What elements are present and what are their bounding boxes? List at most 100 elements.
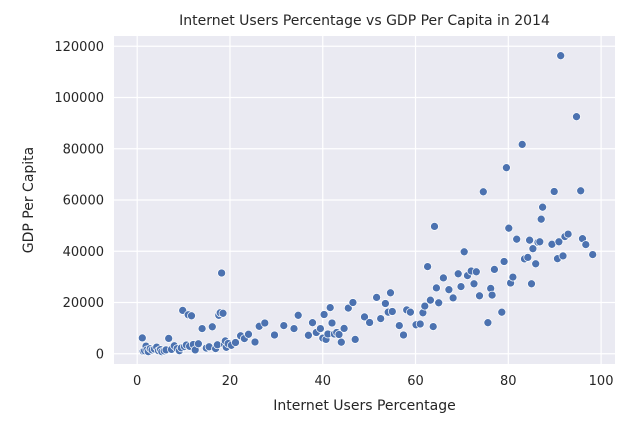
- chart-title: Internet Users Percentage vs GDP Per Cap…: [179, 13, 550, 29]
- data-point: [316, 324, 325, 333]
- y-tick-label: 80000: [63, 142, 104, 157]
- data-point: [137, 333, 147, 343]
- data-point: [572, 112, 581, 122]
- data-point: [406, 307, 415, 317]
- data-point: [308, 318, 317, 328]
- y-axis-title: GDP Per Capita: [21, 147, 37, 253]
- data-point: [336, 337, 346, 347]
- data-point: [563, 229, 573, 239]
- y-tick-label: 0: [96, 347, 104, 362]
- data-point: [218, 308, 228, 318]
- data-point: [487, 290, 497, 300]
- data-point: [483, 318, 493, 328]
- y-axis-ticks: 0 20000 40000 60000 80000 100000 120000: [54, 40, 104, 363]
- x-tick-label: 0: [133, 374, 141, 389]
- data-point: [381, 299, 390, 308]
- data-point: [334, 330, 344, 339]
- x-tick-label: 100: [589, 374, 614, 389]
- data-point: [536, 214, 546, 224]
- data-point: [453, 269, 463, 279]
- data-point: [517, 140, 527, 149]
- data-point: [231, 338, 240, 347]
- data-point: [525, 235, 534, 245]
- data-point: [558, 251, 568, 261]
- data-point: [325, 303, 335, 312]
- data-point: [376, 314, 386, 323]
- data-point: [549, 187, 559, 196]
- data-point: [394, 321, 404, 330]
- data-point: [426, 295, 435, 305]
- data-point: [207, 322, 217, 332]
- data-point: [456, 282, 466, 291]
- data-point: [554, 237, 564, 247]
- data-point: [350, 335, 360, 344]
- data-point: [293, 310, 303, 320]
- data-point: [348, 298, 358, 307]
- data-point: [360, 312, 369, 322]
- data-point: [439, 273, 448, 283]
- data-point: [423, 262, 432, 271]
- data-point: [372, 293, 381, 302]
- data-point: [581, 240, 591, 249]
- data-point: [538, 202, 547, 212]
- data-point: [512, 234, 522, 244]
- data-point: [289, 324, 299, 333]
- data-point: [448, 293, 458, 303]
- data-point: [279, 321, 289, 330]
- x-tick-label: 80: [500, 374, 517, 389]
- x-axis-title: Internet Users Percentage: [273, 398, 455, 414]
- data-point: [459, 247, 469, 257]
- data-point: [387, 307, 397, 316]
- data-point: [270, 330, 279, 340]
- data-point: [588, 250, 598, 259]
- data-point: [327, 318, 337, 328]
- data-point: [444, 285, 454, 295]
- x-axis-ticks: 0 20 40 60 80 100: [133, 374, 613, 389]
- data-point: [428, 322, 438, 331]
- data-point: [194, 339, 203, 349]
- data-point: [504, 223, 514, 233]
- data-point: [244, 329, 253, 339]
- data-point: [260, 318, 270, 328]
- data-point: [319, 310, 329, 319]
- data-point: [478, 187, 488, 197]
- data-point: [528, 244, 538, 254]
- data-point: [164, 334, 174, 343]
- data-point: [432, 283, 441, 293]
- data-points: [137, 51, 598, 357]
- gridlines: [114, 36, 615, 364]
- data-point: [343, 303, 353, 313]
- data-point: [430, 222, 439, 231]
- data-point: [365, 318, 374, 327]
- data-point: [469, 279, 479, 289]
- data-point: [187, 311, 196, 321]
- data-point: [497, 307, 507, 317]
- x-tick-label: 40: [314, 374, 331, 389]
- y-tick-label: 100000: [54, 91, 104, 106]
- data-point: [339, 324, 349, 333]
- data-point: [434, 298, 444, 308]
- data-point: [471, 267, 481, 277]
- data-point: [304, 330, 313, 340]
- data-point: [386, 288, 395, 298]
- data-point: [490, 265, 499, 274]
- data-point: [399, 330, 408, 340]
- data-point: [420, 301, 430, 311]
- data-point: [250, 337, 260, 347]
- data-point: [535, 237, 545, 247]
- y-tick-label: 20000: [63, 296, 104, 311]
- y-tick-label: 40000: [63, 245, 104, 260]
- x-tick-label: 20: [222, 374, 239, 389]
- y-tick-label: 60000: [63, 194, 104, 209]
- data-point: [576, 186, 586, 196]
- data-point: [197, 324, 207, 333]
- x-tick-label: 60: [407, 374, 424, 389]
- data-point: [523, 253, 533, 262]
- data-point: [508, 272, 518, 282]
- y-tick-label: 120000: [54, 40, 104, 55]
- data-point: [527, 279, 536, 289]
- data-point: [531, 259, 541, 269]
- data-point: [556, 51, 566, 61]
- data-point: [499, 257, 509, 266]
- data-point: [415, 319, 425, 329]
